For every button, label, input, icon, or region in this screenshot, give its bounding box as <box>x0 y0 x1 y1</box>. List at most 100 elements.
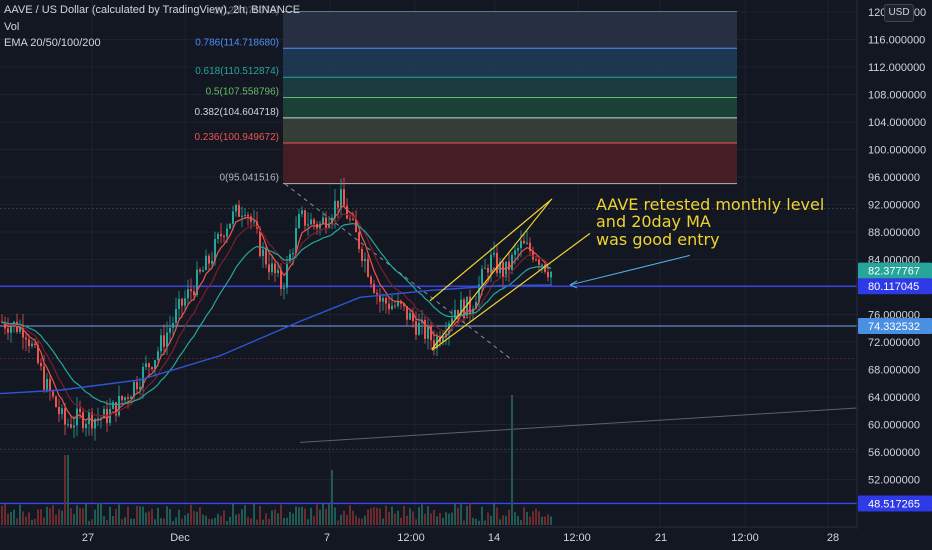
price-tick-label: 64.000000 <box>868 392 920 404</box>
candle-body <box>1 321 3 323</box>
candle-body <box>298 214 300 228</box>
candle <box>268 253 270 280</box>
volume-bar <box>523 507 525 525</box>
candle-body <box>385 297 387 304</box>
candle-body <box>514 250 516 255</box>
candle-body <box>85 423 87 429</box>
candle-body <box>70 424 72 428</box>
volume-bar <box>352 510 354 525</box>
volume-bar <box>475 518 477 525</box>
candle <box>184 290 186 311</box>
price-badge-text: 74.332532 <box>868 321 920 333</box>
candle-body <box>508 261 510 270</box>
candle-body <box>388 303 390 310</box>
candle-body <box>97 418 99 420</box>
candle-body <box>337 200 339 208</box>
ema-indicator-label[interactable]: EMA 20/50/100/200 <box>4 37 101 49</box>
candle <box>118 385 120 418</box>
candle-body <box>493 252 495 255</box>
candle-body <box>187 289 189 299</box>
price-tick-label: 100.000000 <box>868 145 926 157</box>
volume-bar <box>286 517 288 525</box>
price-label-badge: 74.332532 <box>858 317 932 334</box>
volume-bar <box>442 517 444 525</box>
candle-body <box>292 252 294 255</box>
volume-bar <box>223 510 225 525</box>
candle-body <box>46 378 48 390</box>
candle-body <box>193 291 195 296</box>
candle <box>478 275 480 311</box>
fib-band <box>283 77 737 98</box>
volume-bar <box>235 514 237 525</box>
candle <box>61 404 63 420</box>
volume-bar <box>439 512 441 525</box>
fib-band <box>283 142 737 184</box>
candle-body <box>190 289 192 292</box>
candle-body <box>223 236 225 238</box>
candle <box>247 211 249 226</box>
volume-bar <box>76 505 78 525</box>
candle-body <box>364 258 366 262</box>
volume-bar <box>535 508 537 525</box>
volume-bar <box>430 513 432 525</box>
candle <box>172 316 174 337</box>
volume-bar <box>103 516 105 525</box>
volume-bar <box>355 515 357 525</box>
candle <box>508 251 510 283</box>
volume-bar <box>268 518 270 525</box>
price-tick-label: 56.000000 <box>868 447 920 459</box>
volume-bar <box>244 505 246 525</box>
candle <box>346 198 348 220</box>
volume-bars <box>1 395 552 525</box>
candle <box>412 307 414 328</box>
volume-bar <box>454 504 456 525</box>
candle-body <box>202 270 204 272</box>
volume-bar <box>532 511 534 525</box>
candle <box>154 359 156 377</box>
volume-bar <box>70 508 72 525</box>
candle <box>484 259 486 270</box>
candle <box>163 324 165 355</box>
volume-bar <box>145 512 147 525</box>
candle-body <box>427 326 429 339</box>
candle-body <box>454 309 456 319</box>
volume-bar <box>283 517 285 525</box>
trend-line <box>299 407 858 443</box>
currency-button[interactable]: USD <box>884 4 914 22</box>
volume-bar <box>274 509 276 525</box>
candle <box>94 417 96 441</box>
volume-bar <box>94 509 96 525</box>
time-tick-label: 7 <box>324 532 330 544</box>
annotation-line3: was good entry <box>596 230 720 249</box>
time-tick-label: 14 <box>488 532 500 544</box>
candle <box>121 395 123 404</box>
candle-body <box>94 418 96 429</box>
candle-body <box>295 227 297 253</box>
volume-bar <box>412 511 414 525</box>
candle <box>241 206 243 228</box>
volume-indicator-label[interactable]: Vol <box>4 21 20 33</box>
candle-body <box>520 240 522 249</box>
candle <box>160 328 162 357</box>
candle-body <box>217 233 219 240</box>
candle-body <box>55 396 57 408</box>
candle <box>505 261 507 281</box>
candle-body <box>274 263 276 274</box>
volume-bar <box>121 519 123 525</box>
volume-bar <box>379 508 381 525</box>
candle-body <box>256 221 258 229</box>
candle-body <box>262 249 264 257</box>
volume-bar <box>139 506 141 525</box>
candle <box>85 419 87 437</box>
candle-body <box>517 248 519 251</box>
candle <box>187 279 189 305</box>
candle-body <box>19 325 21 332</box>
candle <box>361 245 363 268</box>
volume-bar <box>43 517 45 525</box>
candle-body <box>4 322 6 329</box>
volume-bar <box>241 509 243 525</box>
time-tick-label: 12:00 <box>731 532 759 544</box>
volume-bar <box>13 509 15 525</box>
